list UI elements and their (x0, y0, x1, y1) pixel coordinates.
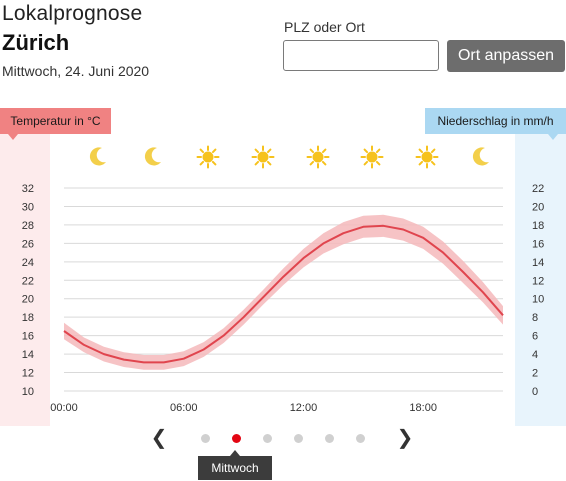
sun-icon (415, 145, 439, 169)
pager-dot[interactable] (232, 434, 241, 443)
x-axis-tick-label: 12:00 (290, 402, 318, 414)
sun-icon (360, 145, 384, 169)
right-axis-tick-label: 2 (532, 368, 538, 380)
right-axis-tick-label: 22 (532, 183, 544, 195)
left-axis-tick-label: 24 (22, 257, 34, 269)
sun-icon (306, 145, 330, 169)
left-axis-tick-label: 16 (22, 331, 34, 343)
x-axis-tick-label: 18:00 (409, 402, 437, 414)
active-day-tooltip: Mittwoch (198, 450, 272, 480)
location-input[interactable] (283, 40, 439, 71)
moon-icon (472, 147, 489, 166)
left-axis-tick-label: 28 (22, 220, 34, 232)
left-axis-tick-label: 30 (22, 201, 34, 213)
right-axis-tick-label: 14 (532, 257, 544, 269)
temperature-range-band (64, 214, 503, 370)
temperature-legend: Temperatur in °C (0, 108, 111, 140)
right-axis-tick-label: 20 (532, 201, 544, 213)
pager-dot[interactable] (356, 434, 365, 443)
right-axis-tick-label: 0 (532, 386, 538, 398)
right-axis-tick-label: 18 (532, 220, 544, 232)
next-day-button[interactable]: ❯ (396, 427, 414, 449)
left-axis-tick-label: 20 (22, 294, 34, 306)
right-axis-tick-label: 10 (532, 294, 544, 306)
right-axis-tick-label: 16 (532, 238, 544, 250)
x-axis-tick-label: 06:00 (170, 402, 198, 414)
moon-icon (144, 147, 161, 166)
change-location-button[interactable]: Ort anpassen (447, 40, 565, 72)
page-title: Lokalprognose (2, 2, 143, 25)
left-axis-tick-label: 26 (22, 238, 34, 250)
left-axis-tick-label: 18 (22, 312, 34, 324)
forecast-date: Mittwoch, 24. Juni 2020 (2, 63, 150, 79)
sun-icon (196, 145, 220, 169)
right-axis-tick-label: 12 (532, 275, 544, 287)
right-axis-tick-label: 6 (532, 331, 538, 343)
pager-dot[interactable] (325, 434, 334, 443)
moon-icon (89, 147, 106, 166)
left-axis-tick-label: 10 (22, 386, 34, 398)
right-axis-tick-label: 8 (532, 312, 538, 324)
precipitation-legend: Niederschlag in mm/h (425, 108, 566, 140)
precipitation-axis-band (515, 134, 566, 426)
location-label: PLZ oder Ort (284, 19, 365, 35)
previous-day-button[interactable]: ❮ (150, 427, 168, 449)
pager-dot[interactable] (294, 434, 303, 443)
sun-icon (251, 145, 275, 169)
pager-dot[interactable] (263, 434, 272, 443)
temperature-axis-band (0, 134, 50, 426)
temperature-line (63, 224, 504, 364)
left-axis-tick-label: 14 (22, 349, 34, 361)
pager-dot[interactable] (201, 434, 210, 443)
city-name: Zürich (2, 30, 70, 55)
left-axis-tick-label: 32 (22, 183, 34, 195)
left-axis-tick-label: 22 (22, 275, 34, 287)
right-axis-tick-label: 4 (532, 349, 538, 361)
left-axis-tick-label: 12 (22, 368, 34, 380)
x-axis-tick-label: 00:00 (50, 402, 78, 414)
